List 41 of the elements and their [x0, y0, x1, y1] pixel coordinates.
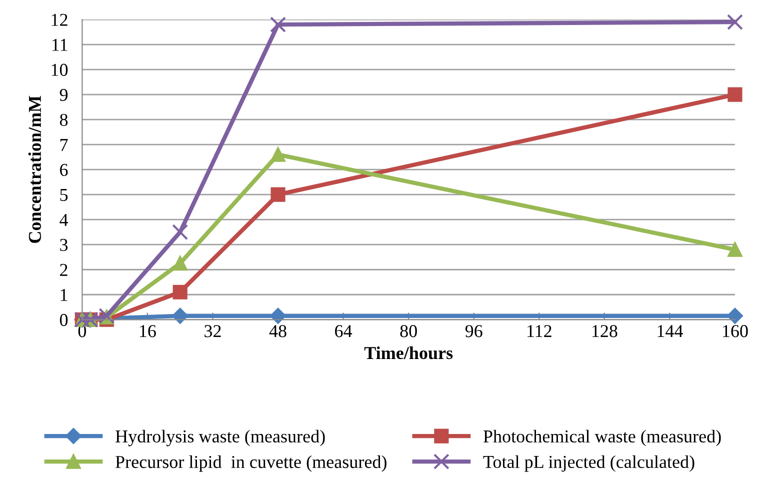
x-tick-label: 160	[723, 325, 748, 338]
point	[172, 284, 188, 300]
x-tick-label: 128	[592, 325, 618, 338]
point	[172, 256, 188, 271]
x-axis-title: Time/hours	[364, 346, 453, 360]
y-tick-label: 5	[60, 189, 68, 202]
point	[270, 187, 286, 202]
x-tick-label: 144	[658, 325, 683, 338]
y-tick-label: 3	[60, 238, 68, 252]
y-tick-label: 11	[52, 38, 68, 51]
point	[728, 242, 742, 257]
x-tick-label: 32	[204, 325, 221, 338]
y-tick-label: 1	[60, 288, 68, 301]
legend-label: Precursor lipid in cuvette (measured)	[116, 455, 386, 472]
point	[727, 308, 743, 324]
x-tick-label: 64	[335, 325, 352, 338]
x-tick-label: 80	[400, 325, 417, 338]
point	[270, 147, 286, 162]
y-tick-label: 7	[60, 139, 68, 151]
y-tick-label: 12	[52, 14, 68, 26]
point	[172, 308, 188, 324]
x-tick-label: 48	[269, 325, 286, 338]
x-tick-label: 112	[528, 325, 552, 338]
x-tick-label: 96	[465, 325, 482, 338]
y-tick-label: 0	[60, 314, 68, 326]
point	[270, 16, 286, 33]
y-tick-label: 6	[60, 164, 68, 176]
y-tick-label: 10	[52, 64, 68, 76]
point	[728, 87, 742, 102]
point	[726, 14, 743, 30]
point	[172, 224, 188, 240]
legend-label: Total pL injected (calculated)	[483, 455, 694, 472]
y-axis-title: Concentration/mM	[28, 96, 42, 243]
y-tick-label: 4	[60, 214, 68, 226]
legend-label: Hydrolysis waste (measured)	[116, 430, 325, 446]
point	[270, 308, 286, 324]
y-tick-label: 9	[60, 88, 68, 101]
y-tick-label: 2	[60, 264, 68, 276]
y-tick-label: 8	[60, 114, 68, 126]
x-tick-label: 16	[140, 325, 156, 338]
legend-label: Photochemical waste (measured)	[483, 430, 721, 446]
